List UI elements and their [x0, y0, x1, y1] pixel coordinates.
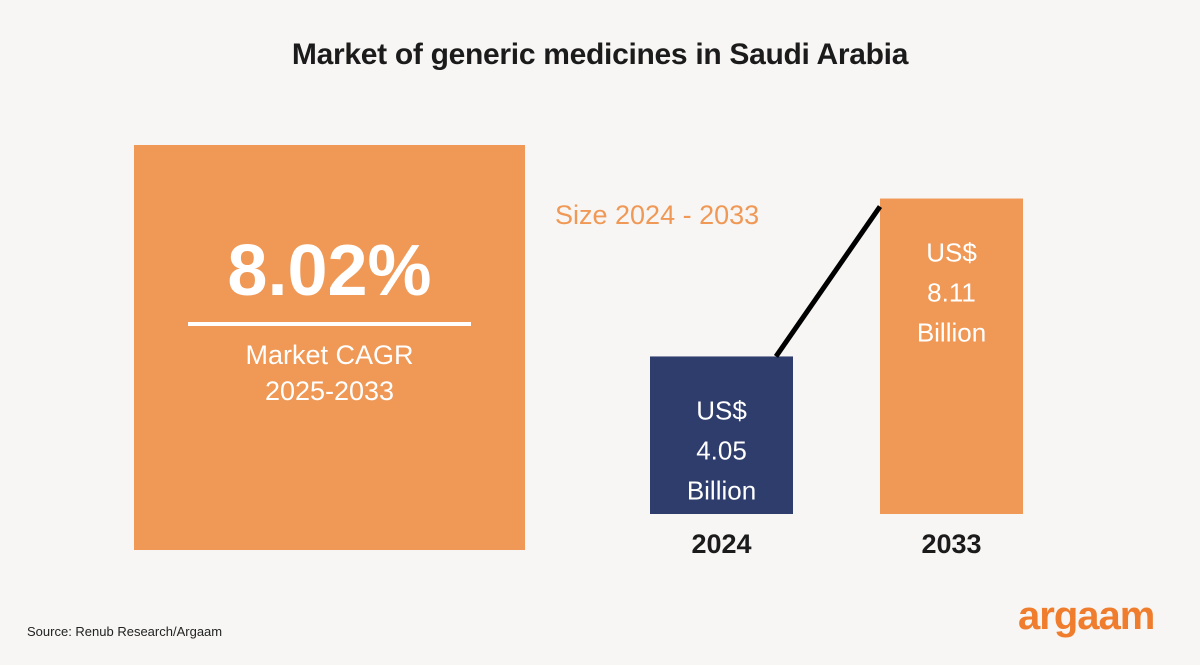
category-label-2033: 2033: [921, 529, 981, 559]
cagr-divider: [188, 322, 471, 326]
data-label-2033: 8.11: [927, 278, 976, 308]
category-label-2024: 2024: [691, 529, 751, 559]
cagr-value: 8.02%: [227, 231, 432, 311]
source-note: Source: Renub Research/Argaam: [27, 624, 223, 639]
size-chart-title: Size 2024 - 2033: [555, 200, 760, 230]
data-label-2033: Billion: [917, 318, 986, 348]
bar-2024: [650, 356, 793, 514]
growth-connector-line: [773, 205, 883, 358]
cagr-panel: 8.02% Market CAGR 2025-2033: [134, 145, 525, 550]
argaam-logo: argaam: [1018, 594, 1155, 638]
cagr-label: Market CAGR: [245, 340, 414, 370]
data-label-2024: Billion: [687, 475, 756, 505]
cagr-period: 2025-2033: [264, 376, 395, 406]
chart-title: Market of generic medicines in Saudi Ara…: [291, 38, 909, 71]
data-label-2024: 4.05: [696, 435, 747, 465]
data-label-2024: US$: [696, 395, 747, 425]
bar-2033: [880, 198, 1023, 514]
data-label-2033: US$: [926, 238, 977, 268]
